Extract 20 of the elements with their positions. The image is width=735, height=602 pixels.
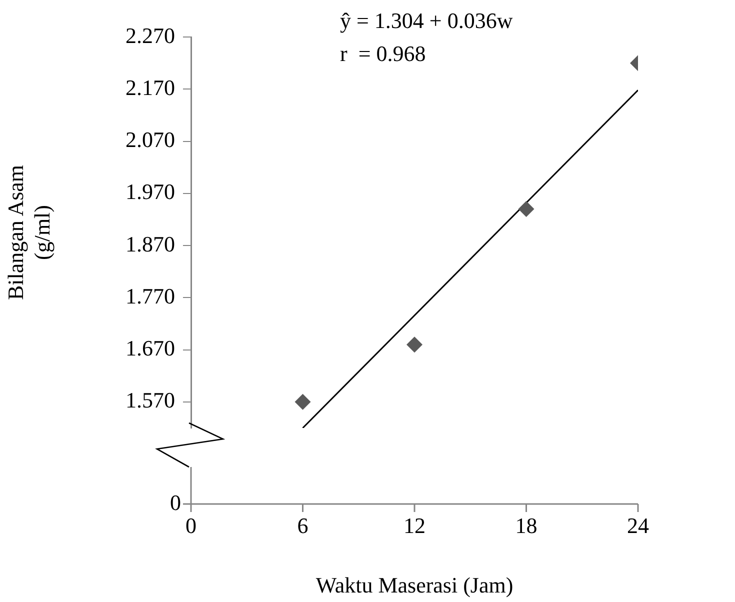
point [406, 336, 422, 353]
text: 0 [170, 490, 181, 515]
annotation: r = 0.968 [340, 40, 426, 66]
y-tick-label: 1.970 [126, 179, 175, 204]
point [294, 394, 311, 410]
y-tick-label: 1.870 [126, 231, 175, 256]
x-axis-title: Waktu Maserasi (Jam) [316, 572, 514, 598]
y-tick-label: 1.770 [126, 283, 175, 308]
y-tick-label: 1.670 [126, 336, 175, 361]
x-tick-label: 0 [186, 512, 196, 538]
x-tick-label: 24 [627, 512, 649, 538]
y-tick-label: 2.170 [126, 74, 175, 100]
y-axis-title: Bilangan Asam (g/ml) [2, 164, 54, 300]
y-tick-label: 2.270 [126, 22, 175, 48]
text: ŷ = 1.304 + 0.036w [340, 8, 513, 33]
y-tick-label: 2.070 [126, 127, 175, 152]
y-tick-label: 1.570 [126, 388, 175, 413]
x-tick-label: 12 [404, 512, 426, 538]
x-tick-label: 18 [515, 512, 538, 538]
x-tick-label: 6 [297, 512, 308, 538]
